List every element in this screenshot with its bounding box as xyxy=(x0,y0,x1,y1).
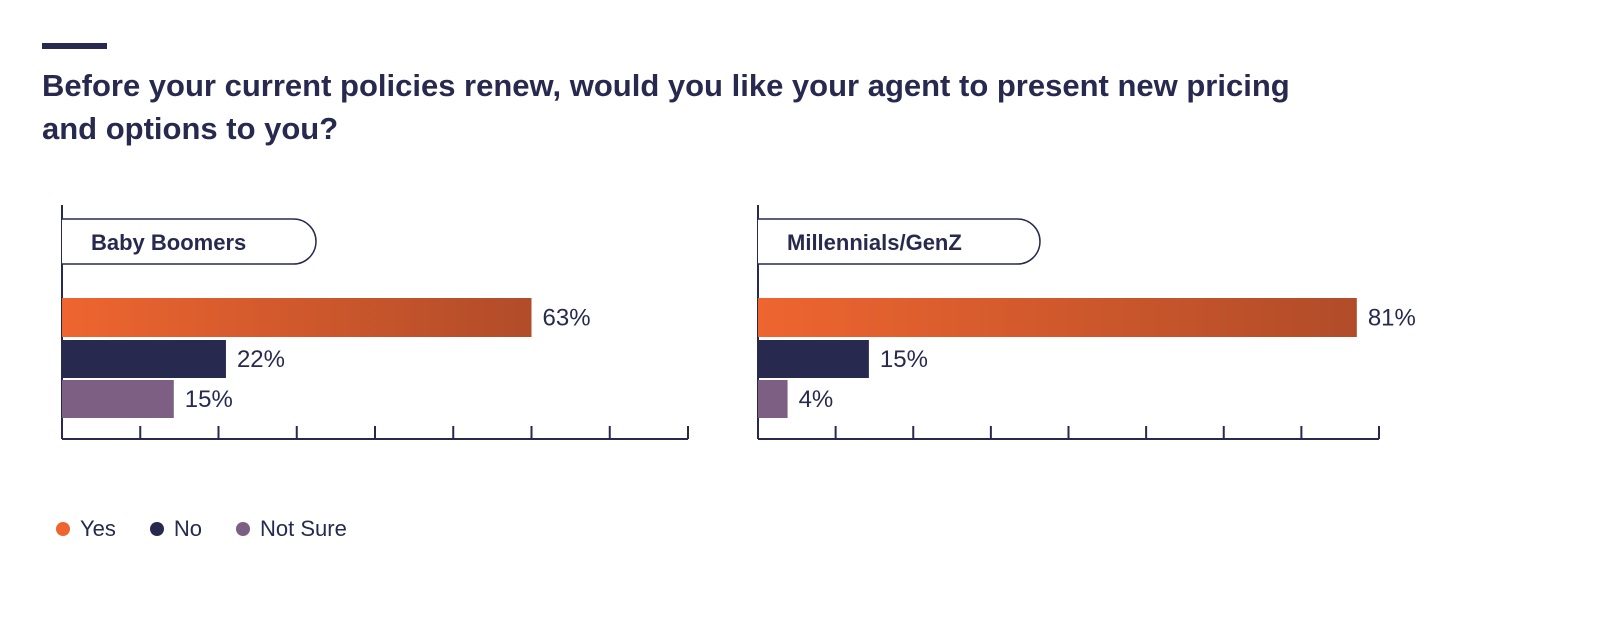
title-accent-bar xyxy=(42,43,107,49)
value-label-yes: 63% xyxy=(543,305,591,332)
legend-item-not-sure: Not Sure xyxy=(236,516,347,542)
bar-yes xyxy=(758,298,1357,337)
legend-swatch-yes xyxy=(56,522,70,536)
legend-label-yes: Yes xyxy=(80,516,116,541)
value-label-yes: 81% xyxy=(1368,305,1416,332)
legend-swatch-no xyxy=(149,522,164,536)
panel-label-baby-boomers: Baby Boomers xyxy=(91,230,246,255)
bar-not-sure xyxy=(62,380,174,418)
chart-title: Before your current policies renew, woul… xyxy=(42,68,1290,146)
chart-panel-millennials-genz: Millennials/GenZ 81% 15% 4% xyxy=(757,205,1416,440)
legend-swatch-not-sure xyxy=(236,522,251,536)
panel-label-millennials-genz: Millennials/GenZ xyxy=(787,230,962,255)
panel-label-pill xyxy=(758,218,1041,265)
value-label-no: 22% xyxy=(237,346,285,373)
legend: Yes No Not Sure xyxy=(56,516,381,542)
legend-item-no: No xyxy=(149,516,203,542)
value-label-not-sure: 15% xyxy=(185,386,233,413)
legend-item-yes: Yes xyxy=(56,516,116,542)
value-label-not-sure: 4% xyxy=(799,386,834,413)
bar-no xyxy=(62,340,226,378)
bar-yes xyxy=(62,298,532,337)
legend-label-not-sure: Not Sure xyxy=(260,516,347,541)
bar-no xyxy=(758,340,869,378)
panel-label-pill xyxy=(62,218,317,265)
chart-panel-baby-boomers: Baby Boomers 63% 22%15% xyxy=(61,205,689,440)
legend-label-no: No xyxy=(173,516,203,541)
value-label-no: 15% xyxy=(880,346,928,373)
bar-not-sure xyxy=(758,380,788,418)
